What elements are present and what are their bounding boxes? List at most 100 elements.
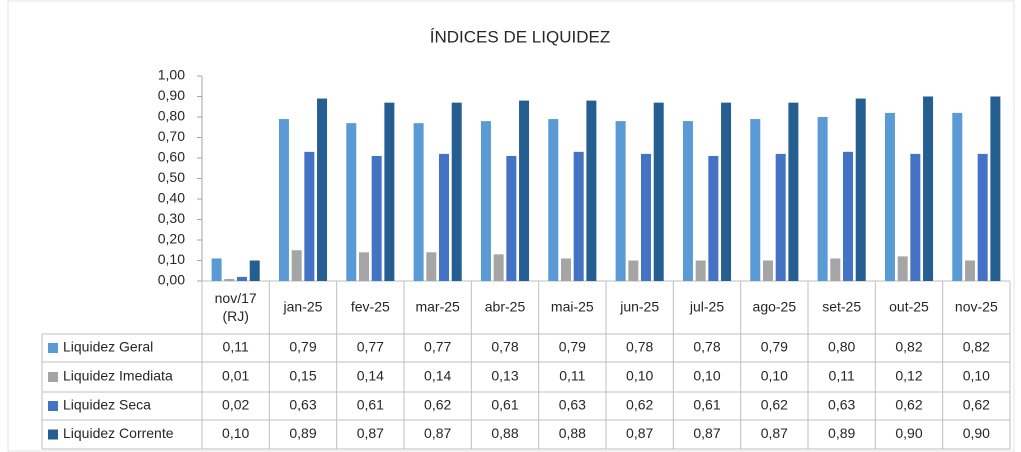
- legend-swatch: [48, 401, 58, 411]
- data-label: 0,89: [289, 425, 316, 441]
- bar: [830, 258, 841, 281]
- y-tick-label: 0,30: [158, 210, 185, 226]
- y-tick-label: 0,80: [158, 108, 185, 124]
- data-label: 0,78: [693, 339, 720, 355]
- data-label: 0,63: [289, 397, 316, 413]
- data-label: 0,10: [222, 425, 249, 441]
- bar: [884, 112, 895, 282]
- bar: [480, 121, 491, 281]
- legend-label: Liquidez Geral: [63, 339, 153, 355]
- data-label: 0,78: [626, 339, 653, 355]
- bar: [506, 155, 517, 281]
- x-tick-label: nov-25: [955, 299, 998, 315]
- y-tick-label: 1,00: [158, 67, 185, 83]
- y-tick-label: 0,20: [158, 231, 185, 247]
- bar: [615, 121, 626, 281]
- bar: [721, 102, 732, 282]
- x-tick-label: jul-25: [689, 299, 724, 315]
- bar: [762, 260, 773, 281]
- chart-title: ÍNDICES DE LIQUIDEZ: [430, 27, 610, 46]
- data-label: 0,10: [626, 368, 653, 384]
- x-tick-label: jan-25: [283, 299, 323, 315]
- data-label: 0,87: [424, 425, 451, 441]
- data-label: 0,10: [761, 368, 788, 384]
- legend-label: Liquidez Seca: [63, 397, 151, 413]
- x-tick-label: mar-25: [415, 299, 460, 315]
- data-label: 0,89: [828, 425, 855, 441]
- bar: [291, 250, 302, 281]
- x-tick-label: jun-25: [619, 299, 659, 315]
- data-label: 0,02: [222, 397, 249, 413]
- bar: [843, 151, 854, 281]
- data-label: 0,77: [357, 339, 384, 355]
- data-label: 0,88: [491, 425, 518, 441]
- bar: [682, 121, 693, 281]
- legend-swatch: [48, 429, 58, 440]
- data-label: 0,13: [491, 368, 518, 384]
- data-label: 0,88: [559, 425, 586, 441]
- legend-label: Liquidez Corrente: [63, 425, 174, 441]
- data-label: 0,63: [828, 397, 855, 413]
- data-label: 0,62: [761, 397, 788, 413]
- bar: [493, 254, 504, 281]
- bar: [237, 276, 248, 281]
- data-label: 0,10: [963, 368, 990, 384]
- data-label: 0,87: [761, 425, 788, 441]
- data-label: 0,62: [424, 397, 451, 413]
- data-label: 0,01: [222, 368, 249, 384]
- data-label: 0,87: [693, 425, 720, 441]
- bar: [278, 119, 289, 281]
- x-tick-label: nov/17 (RJ): [215, 290, 257, 324]
- data-label: 0,87: [357, 425, 384, 441]
- x-tick-label: mai-25: [551, 299, 594, 315]
- bar: [897, 256, 908, 281]
- bar: [964, 260, 975, 281]
- bar: [817, 117, 828, 281]
- bar: [750, 119, 761, 281]
- data-label: 0,61: [491, 397, 518, 413]
- bar: [990, 96, 1001, 281]
- x-tick-label: out-25: [889, 299, 929, 315]
- data-label: 0,62: [895, 397, 922, 413]
- data-label: 0,10: [693, 368, 720, 384]
- y-tick-label: 0,00: [158, 272, 185, 288]
- x-tick-label: abr-25: [485, 299, 526, 315]
- bar: [548, 119, 559, 281]
- data-label: 0,11: [559, 368, 585, 384]
- data-label: 0,90: [963, 425, 990, 441]
- bar: [855, 98, 866, 281]
- y-tick-label: 0,90: [158, 87, 185, 103]
- y-tick-label: 0,50: [158, 169, 185, 185]
- bar: [346, 123, 357, 282]
- x-tick-label: set-25: [822, 299, 861, 315]
- data-label: 0,63: [559, 397, 586, 413]
- data-label: 0,90: [895, 425, 922, 441]
- y-tick-label: 0,40: [158, 190, 185, 206]
- bar: [519, 100, 530, 281]
- bar: [586, 100, 597, 281]
- bar: [384, 102, 395, 282]
- data-label: 0,62: [963, 397, 990, 413]
- legend-label: Liquidez Imediata: [63, 368, 173, 384]
- data-label: 0,82: [895, 339, 922, 355]
- data-label: 0,11: [829, 368, 855, 384]
- bar: [371, 155, 382, 281]
- bar: [788, 102, 799, 282]
- y-tick-label: 0,60: [158, 149, 185, 165]
- data-label: 0,14: [424, 368, 451, 384]
- bar: [708, 155, 719, 281]
- x-tick-label: fev-25: [351, 299, 390, 315]
- legend-swatch: [48, 343, 58, 353]
- data-label: 0,62: [626, 397, 653, 413]
- bar: [628, 260, 639, 281]
- bar: [304, 151, 315, 281]
- data-label: 0,79: [559, 339, 586, 355]
- bar: [211, 258, 222, 281]
- data-label: 0,82: [963, 339, 990, 355]
- data-label: 0,12: [895, 368, 922, 384]
- data-label: 0,15: [289, 368, 316, 384]
- data-label: 0,61: [357, 397, 384, 413]
- legend-swatch: [48, 372, 58, 382]
- data-label: 0,78: [491, 339, 518, 355]
